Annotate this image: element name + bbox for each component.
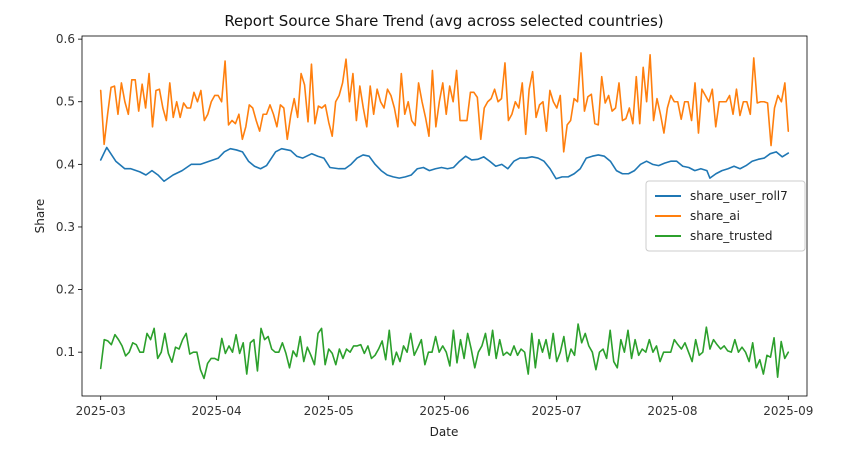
y-axis-title: Share (33, 199, 47, 234)
y-tick-label: 0.5 (56, 95, 75, 109)
legend-box (645, 180, 806, 252)
y-tick-label: 0.2 (56, 283, 75, 297)
series-line-3 (99, 323, 790, 380)
legend-label: share_user_roll7 (690, 189, 788, 203)
y-tick-label: 0.4 (56, 157, 75, 171)
x-tick-label: 2025-03 (76, 404, 126, 418)
series-line-2 (99, 52, 790, 153)
series-line-1 (99, 146, 790, 183)
x-tick-label: 2025-04 (191, 404, 241, 418)
chart-title: Report Source Share Trend (avg across se… (224, 12, 663, 30)
y-tick-label: 0.6 (56, 32, 75, 46)
y-tick-label: 0.3 (56, 220, 75, 234)
legend-label: share_ai (690, 209, 740, 223)
x-tick-label: 2025-05 (304, 404, 354, 418)
y-axis: 0.1 0.2 0.3 0.4 0.5 0.6 (56, 32, 82, 359)
x-axis: 2025-03 2025-04 2025-05 2025-06 2025-07 2025-… (76, 396, 813, 418)
series-layer (99, 52, 790, 380)
legend: share_user_roll7 share_ai share_trusted (645, 180, 806, 252)
legend-label: share_trusted (690, 229, 772, 243)
x-tick-label: 2025-09 (763, 404, 813, 418)
x-axis-title: Date (430, 425, 459, 439)
x-tick-label: 2025-08 (647, 404, 697, 418)
x-tick-label: 2025-06 (419, 404, 469, 418)
y-tick-label: 0.1 (56, 345, 75, 359)
x-tick-label: 2025-07 (532, 404, 582, 418)
